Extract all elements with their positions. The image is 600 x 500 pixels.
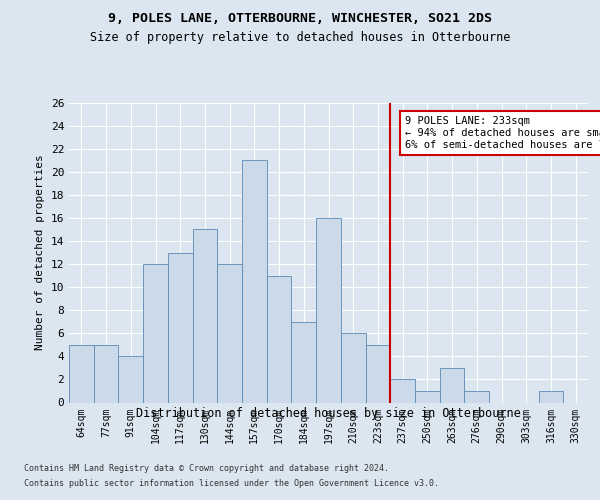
Bar xyxy=(292,322,316,402)
Text: Size of property relative to detached houses in Otterbourne: Size of property relative to detached ho… xyxy=(90,31,510,44)
Bar xyxy=(267,276,292,402)
Bar xyxy=(440,368,464,402)
Bar xyxy=(464,391,489,402)
Bar xyxy=(242,160,267,402)
Text: 9 POLES LANE: 233sqm
← 94% of detached houses are smaller (131)
6% of semi-detac: 9 POLES LANE: 233sqm ← 94% of detached h… xyxy=(405,116,600,150)
Y-axis label: Number of detached properties: Number of detached properties xyxy=(35,154,45,350)
Bar xyxy=(390,380,415,402)
Bar xyxy=(143,264,168,402)
Bar xyxy=(316,218,341,402)
Bar xyxy=(539,391,563,402)
Bar xyxy=(365,345,390,403)
Bar xyxy=(415,391,440,402)
Bar xyxy=(94,345,118,403)
Bar xyxy=(118,356,143,403)
Bar xyxy=(341,334,365,402)
Text: 9, POLES LANE, OTTERBOURNE, WINCHESTER, SO21 2DS: 9, POLES LANE, OTTERBOURNE, WINCHESTER, … xyxy=(108,12,492,26)
Bar xyxy=(217,264,242,402)
Text: Distribution of detached houses by size in Otterbourne: Distribution of detached houses by size … xyxy=(136,408,521,420)
Text: Contains public sector information licensed under the Open Government Licence v3: Contains public sector information licen… xyxy=(24,479,439,488)
Bar xyxy=(69,345,94,403)
Text: Contains HM Land Registry data © Crown copyright and database right 2024.: Contains HM Land Registry data © Crown c… xyxy=(24,464,389,473)
Bar xyxy=(193,230,217,402)
Bar xyxy=(168,252,193,402)
